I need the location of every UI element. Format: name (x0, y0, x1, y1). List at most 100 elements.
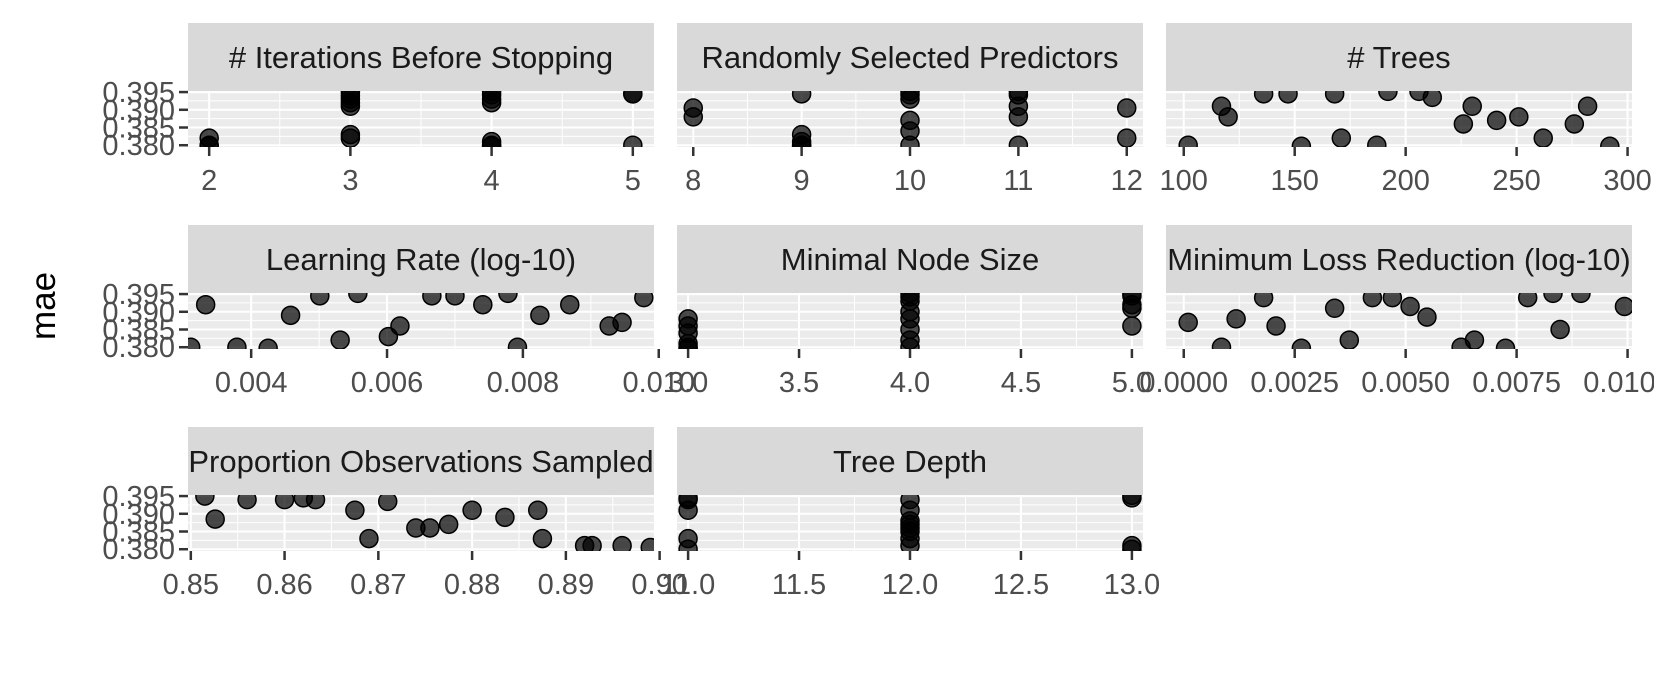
x-tick-label: 0.0000 (1139, 367, 1228, 399)
data-point (330, 330, 350, 349)
data-point (1362, 293, 1383, 308)
y-tick-label: 0.395 (102, 279, 175, 311)
data-point (205, 509, 225, 529)
facet-panel: Learning Rate (log-10) 0.004 0.006 0.008 0.0… (102, 225, 695, 399)
x-tick-label: 0.0050 (1361, 367, 1450, 399)
x-tick-label: 0.004 (215, 367, 288, 399)
data-point (195, 294, 216, 315)
x-tick-label: 0.86 (256, 569, 312, 601)
x-tick-label: 12.5 (993, 569, 1049, 601)
data-point (1218, 107, 1238, 127)
facet-strip (188, 23, 654, 91)
data-point (390, 316, 410, 336)
data-point (532, 528, 553, 549)
data-point (623, 135, 643, 147)
x-tick-label: 0.006 (351, 367, 424, 399)
facet-title: # Iterations Before Stopping (229, 40, 613, 75)
y-tick-label: 0.390 (102, 95, 175, 127)
data-point (1453, 114, 1474, 134)
x-tick-label: 11 (1003, 165, 1033, 197)
y-tick-label: 0.380 (102, 332, 175, 364)
x-tick-label: 11.5 (772, 569, 826, 601)
data-point (473, 294, 493, 315)
data-point (274, 495, 295, 510)
data-point (438, 514, 459, 535)
data-point (791, 91, 812, 104)
data-point (340, 124, 361, 145)
data-point (422, 293, 442, 306)
data-point (1339, 330, 1360, 349)
data-point (445, 293, 465, 306)
data-point (1226, 309, 1246, 329)
x-tick-label: 300 (1603, 165, 1651, 197)
data-point (1008, 135, 1029, 147)
data-point (1008, 107, 1029, 127)
data-point (1614, 296, 1632, 317)
x-tick-label: 0.90 (631, 569, 687, 601)
data-point (1253, 91, 1274, 104)
data-point (345, 500, 365, 520)
x-tick-label: 4.5 (1001, 367, 1041, 399)
x-tick-label: 4.0 (890, 367, 930, 399)
data-points (1178, 91, 1620, 147)
y-tick-label: 0.380 (102, 130, 175, 162)
data-points (195, 495, 654, 551)
data-point (1543, 293, 1563, 304)
x-tick-label: 0.0075 (1472, 367, 1561, 399)
data-point (1178, 312, 1198, 333)
data-point (195, 495, 215, 506)
data-point (1122, 316, 1142, 336)
y-tick-label: 0.395 (102, 77, 175, 109)
data-point (348, 293, 368, 304)
facet-title: Randomly Selected Predictors (702, 40, 1119, 75)
facet-strip (1166, 23, 1632, 91)
x-tick-label: 0.010 (622, 367, 695, 399)
facet-title: Tree Depth (833, 444, 987, 479)
data-point (900, 337, 920, 349)
data-point (683, 107, 704, 127)
data-point (623, 91, 643, 104)
x-tick-label: 2 (201, 165, 217, 197)
x-tick-label: 5.0 (1112, 367, 1152, 399)
data-point (1382, 293, 1403, 308)
data-point (1367, 135, 1387, 147)
y-tick-label: 0.385 (102, 517, 175, 549)
data-point (481, 136, 502, 147)
data-point (1116, 98, 1137, 118)
x-tick-label: 10 (894, 165, 926, 197)
data-point (1577, 96, 1598, 116)
data-point (678, 500, 698, 520)
data-point (560, 294, 580, 315)
data-point (678, 338, 698, 349)
data-point (481, 92, 502, 113)
data-point (1122, 539, 1142, 551)
facet-title: Proportion Observations Sampled (188, 444, 653, 479)
data-point (199, 136, 219, 147)
data-points (678, 293, 1142, 349)
data-point (1378, 91, 1398, 102)
x-tick-label: 0.85 (163, 569, 219, 601)
data-point (900, 135, 920, 147)
facet-panel: Proportion Observations Sampled 0.85 0.86 0… (102, 427, 688, 601)
x-tick-label: 3.5 (779, 367, 819, 399)
facet-panel: # Trees 100 150 200 250 300 (1160, 23, 1652, 197)
data-point (340, 96, 361, 116)
data-point (527, 500, 548, 520)
x-tick-label: 4 (484, 165, 500, 197)
data-point (1533, 128, 1553, 147)
facet-strip (1166, 225, 1632, 293)
x-tick-label: 0.88 (444, 569, 500, 601)
data-point (1331, 128, 1352, 147)
x-tick-label: 9 (794, 165, 810, 197)
data-point (1211, 337, 1232, 349)
facet-title: Learning Rate (log-10) (266, 242, 576, 277)
y-tick-label: 0.395 (102, 481, 175, 513)
facet-strip (188, 225, 654, 293)
y-tick-label: 0.380 (102, 534, 175, 566)
data-point (1122, 298, 1142, 318)
x-tick-label: 12.0 (882, 569, 938, 601)
